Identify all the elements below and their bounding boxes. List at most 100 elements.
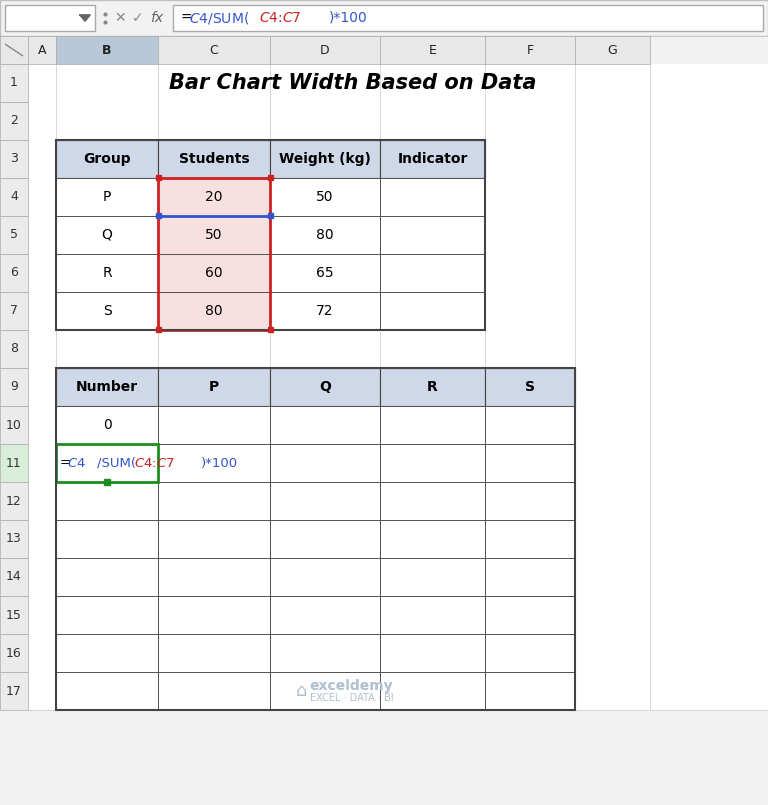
- Bar: [158, 482, 270, 520]
- Text: Indicator: Indicator: [397, 152, 468, 166]
- Text: 15: 15: [6, 609, 22, 621]
- Bar: [155, 213, 161, 218]
- Bar: [158, 406, 270, 444]
- Bar: [270, 558, 380, 596]
- Text: EXCEL · DATA · BI: EXCEL · DATA · BI: [310, 693, 393, 703]
- Bar: [158, 292, 270, 330]
- Text: =: =: [60, 456, 71, 469]
- Bar: [267, 175, 273, 180]
- Bar: [28, 254, 768, 292]
- Bar: [56, 368, 575, 710]
- Text: 5: 5: [10, 229, 18, 242]
- Bar: [485, 634, 575, 672]
- Bar: [28, 482, 768, 520]
- Bar: [485, 520, 575, 558]
- Bar: [270, 444, 380, 482]
- Text: 72: 72: [316, 304, 334, 318]
- Bar: [56, 444, 158, 482]
- Bar: [158, 444, 270, 482]
- Bar: [28, 102, 768, 140]
- Bar: [485, 444, 575, 482]
- Text: S: S: [103, 304, 111, 318]
- Text: 50: 50: [316, 190, 334, 204]
- Bar: [485, 672, 575, 710]
- Bar: [380, 444, 485, 482]
- Bar: [158, 368, 270, 406]
- Bar: [380, 672, 485, 710]
- Bar: [56, 216, 158, 254]
- Bar: [28, 330, 768, 368]
- Text: 2: 2: [10, 114, 18, 127]
- Bar: [28, 634, 768, 672]
- Bar: [0, 178, 28, 216]
- Text: R: R: [427, 380, 438, 394]
- Bar: [0, 558, 28, 596]
- Bar: [158, 178, 270, 216]
- Bar: [270, 292, 380, 330]
- Text: $C$4:$C$7: $C$4:$C$7: [134, 456, 175, 469]
- Text: F: F: [526, 43, 534, 56]
- Text: $C$4/SUM(: $C$4/SUM(: [189, 10, 250, 26]
- Bar: [0, 64, 28, 102]
- Bar: [0, 102, 28, 140]
- Bar: [5, 5, 95, 31]
- Bar: [270, 140, 380, 178]
- Text: ✕: ✕: [114, 11, 126, 25]
- Text: P: P: [103, 190, 111, 204]
- Bar: [28, 292, 768, 330]
- Bar: [0, 292, 28, 330]
- Text: 1: 1: [10, 76, 18, 89]
- Text: C: C: [210, 43, 218, 56]
- Bar: [0, 36, 28, 64]
- Text: G: G: [607, 43, 617, 56]
- Text: 4: 4: [10, 191, 18, 204]
- Bar: [158, 216, 270, 254]
- Bar: [485, 558, 575, 596]
- Bar: [28, 672, 768, 710]
- Bar: [485, 36, 575, 64]
- Text: 65: 65: [316, 266, 334, 280]
- Bar: [158, 596, 270, 634]
- Bar: [0, 444, 28, 482]
- Text: Group: Group: [83, 152, 131, 166]
- Bar: [270, 672, 380, 710]
- Text: ⌂: ⌂: [296, 682, 307, 700]
- Bar: [28, 558, 768, 596]
- Text: 7: 7: [10, 304, 18, 317]
- Bar: [380, 482, 485, 520]
- Bar: [485, 406, 575, 444]
- Text: ✓: ✓: [132, 11, 144, 25]
- Bar: [158, 634, 270, 672]
- Bar: [380, 406, 485, 444]
- Bar: [380, 140, 485, 178]
- Text: Q: Q: [319, 380, 331, 394]
- Bar: [0, 596, 28, 634]
- Text: 13: 13: [6, 532, 22, 546]
- Text: 80: 80: [205, 304, 223, 318]
- Bar: [104, 479, 110, 485]
- Bar: [28, 216, 768, 254]
- Text: )*100: )*100: [200, 456, 238, 469]
- Text: 6: 6: [10, 266, 18, 279]
- Bar: [0, 254, 28, 292]
- Text: 16: 16: [6, 646, 22, 659]
- Text: 3: 3: [10, 152, 18, 166]
- Bar: [56, 596, 158, 634]
- Text: )*100: )*100: [329, 11, 368, 25]
- Text: R: R: [102, 266, 112, 280]
- Bar: [56, 254, 158, 292]
- Bar: [56, 178, 158, 216]
- Text: S: S: [525, 380, 535, 394]
- Text: 9: 9: [10, 381, 18, 394]
- Text: E: E: [429, 43, 436, 56]
- Text: 60: 60: [205, 266, 223, 280]
- Text: $C$4:$C$7: $C$4:$C$7: [259, 11, 302, 25]
- Bar: [28, 520, 768, 558]
- Bar: [380, 520, 485, 558]
- Bar: [380, 36, 485, 64]
- Text: 11: 11: [6, 456, 22, 469]
- Bar: [28, 444, 768, 482]
- Bar: [270, 634, 380, 672]
- Text: 8: 8: [10, 342, 18, 356]
- Text: 20: 20: [205, 190, 223, 204]
